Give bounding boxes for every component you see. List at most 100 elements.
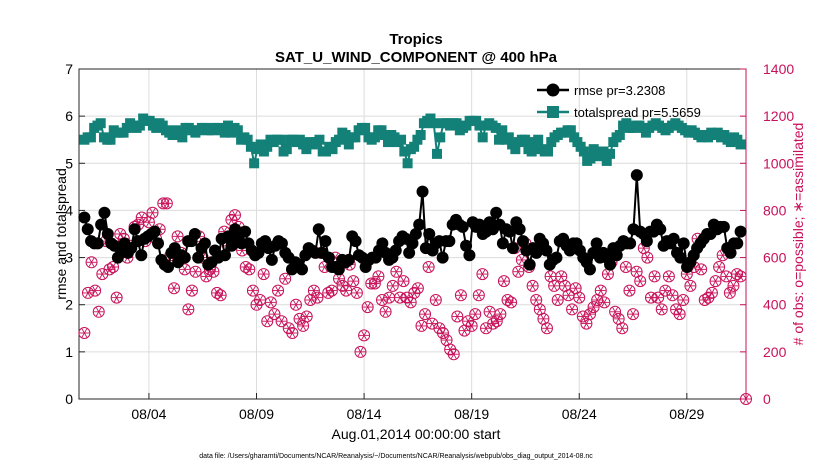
spread-point: [409, 141, 420, 152]
rmse-point: [252, 246, 265, 259]
obs-marker: [731, 268, 744, 281]
obs-marker: [268, 308, 281, 321]
obs-marker-circle: [487, 317, 500, 330]
obs-marker-circle: [397, 275, 410, 288]
obs-marker: [740, 393, 752, 405]
footnote: data file: /Users/gharamti/Documents/NCA…: [199, 453, 593, 460]
obs-marker-circle: [619, 261, 632, 273]
obs-marker-star: [490, 319, 497, 329]
obs-marker: [709, 275, 722, 288]
spread-point: [219, 127, 230, 138]
obs-marker-star: [171, 283, 177, 293]
spread-point: [85, 132, 96, 143]
spread-point: [474, 120, 485, 131]
spread-point: [245, 141, 256, 152]
obs-marker: [189, 265, 202, 278]
rmse-point: [342, 253, 355, 266]
obs-marker: [361, 301, 374, 314]
obs-marker-circle: [652, 291, 665, 304]
obs-marker-circle: [286, 327, 299, 339]
obs-marker-star: [192, 267, 199, 277]
rmse-point: [734, 225, 747, 238]
spread-point: [605, 148, 616, 159]
obs-marker-star: [217, 290, 224, 300]
obs-marker: [368, 277, 381, 290]
rmse-point: [463, 249, 476, 262]
obs-marker-circle: [89, 284, 102, 297]
obs-marker: [340, 284, 353, 297]
obs-marker: [566, 303, 579, 316]
rmse-point: [654, 223, 667, 236]
obs-marker-circle: [372, 270, 385, 283]
obs-marker: [723, 286, 736, 299]
obs-marker: [562, 289, 575, 302]
obs-marker-star: [716, 262, 722, 272]
obs-marker-circle: [723, 286, 736, 299]
spread-point: [503, 132, 514, 143]
obs-marker-star: [576, 293, 583, 303]
y-right-tick-label: 400: [763, 297, 787, 313]
y-tick-labels: 0 1 2 3 4 5 6 7: [65, 61, 73, 407]
obs-marker-circle: [526, 279, 539, 292]
obs-marker-circle: [659, 284, 672, 297]
obs-marker: [261, 315, 274, 328]
obs-marker-circle: [505, 296, 518, 309]
obs-marker: [354, 345, 367, 358]
y-right-tick-label: 0: [763, 391, 771, 407]
legend-spread-marker: [547, 106, 559, 118]
obs-marker-star: [310, 286, 317, 296]
y-right-tick-label: 800: [763, 202, 787, 218]
rmse-point: [496, 237, 509, 250]
obs-marker: [243, 263, 256, 276]
obs-marker-circle: [135, 211, 148, 224]
rmse-point: [409, 228, 422, 240]
obs-marker-circle: [512, 265, 525, 278]
obs-marker: [293, 312, 306, 325]
obs-marker: [171, 230, 184, 243]
obs-marker-star: [282, 274, 289, 284]
obs-marker-star: [81, 328, 88, 338]
spread-point: [494, 134, 505, 145]
obs-marker: [655, 303, 668, 316]
obs-marker-star: [106, 264, 113, 274]
obs-marker-star: [540, 314, 547, 324]
obs-marker-circle: [307, 284, 320, 297]
obs-marker: [666, 289, 679, 302]
obs-marker-circle: [587, 301, 600, 314]
rmse-point: [95, 218, 108, 231]
obs-marker-star: [554, 295, 561, 305]
spread-point: [477, 132, 488, 143]
obs-marker-circle: [609, 305, 622, 318]
obs-marker: [182, 303, 195, 316]
obs-marker-star: [350, 276, 357, 286]
obs-marker-star: [486, 307, 493, 317]
obs-marker-star: [257, 295, 263, 305]
spread-point: [360, 122, 371, 133]
obs-marker-circle: [379, 305, 392, 318]
legend-rmse-label: rmse pr=3.2308: [574, 83, 665, 98]
rmse-point: [416, 185, 429, 198]
spread-point: [578, 146, 589, 157]
obs-marker-star: [95, 307, 102, 317]
spread-point: [369, 132, 380, 143]
obs-marker-circle: [655, 303, 668, 316]
obs-marker-circle: [634, 275, 647, 288]
obs-marker-star: [630, 309, 636, 319]
obs-marker-star: [393, 267, 400, 277]
obs-marker-star: [594, 295, 601, 305]
obs-marker-star: [454, 311, 461, 322]
y-tick-label: 7: [65, 61, 73, 77]
obs-marker-star: [701, 295, 708, 305]
obs-marker: [673, 308, 686, 321]
obs-marker: [584, 308, 597, 321]
obs-marker-star: [533, 295, 540, 305]
obs-marker: [272, 284, 285, 297]
obs-marker-circle: [275, 315, 288, 328]
rmse-series: [78, 169, 747, 276]
spread-point: [428, 118, 439, 129]
obs-marker: [214, 289, 227, 302]
rmse-point: [81, 223, 94, 236]
obs-marker: [698, 294, 711, 306]
obs-marker: [78, 327, 91, 339]
rmse-point: [98, 206, 111, 219]
